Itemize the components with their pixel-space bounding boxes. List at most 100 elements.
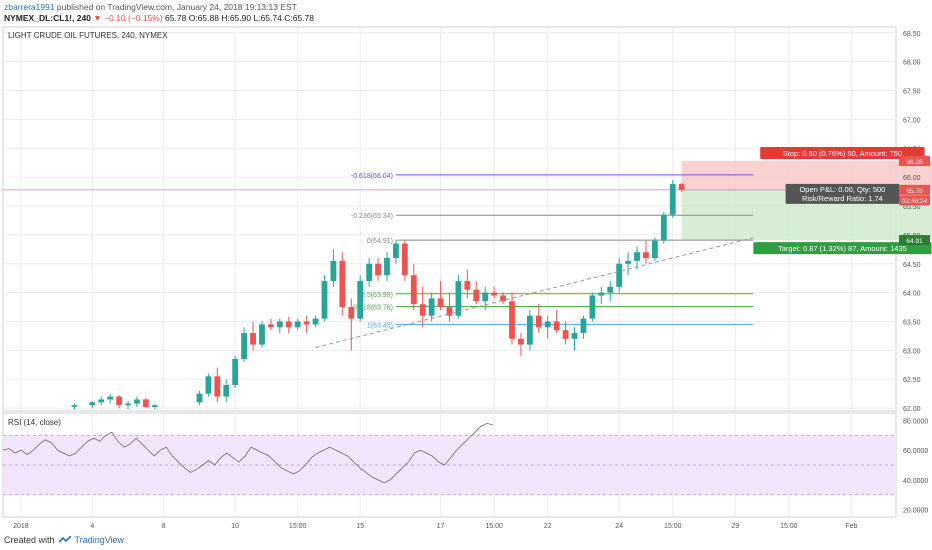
last-price: 65.78 xyxy=(165,13,187,23)
time-tick: 29 xyxy=(731,523,739,530)
candle xyxy=(151,403,158,410)
price-tag-bg xyxy=(899,235,930,246)
time-axis[interactable]: 2018 4 8 10 15:00 15 17 15:00 22 24 15:00 29 15:00 Fe… xyxy=(13,523,857,530)
rsi-tick: 80.0000 xyxy=(903,418,928,425)
candle xyxy=(116,395,122,409)
candle xyxy=(276,318,283,334)
price-tick: 64.00 xyxy=(903,291,921,298)
candle xyxy=(232,356,239,388)
candle xyxy=(544,315,551,339)
candle xyxy=(89,401,96,409)
time-tick: 10 xyxy=(231,523,239,530)
candle xyxy=(535,304,542,334)
quote-bar: NYMEX_DL:CL1!, 240 ▼ −0.10 (−0.15%) 65.7… xyxy=(4,13,314,24)
candle xyxy=(607,281,614,302)
candle xyxy=(473,281,480,305)
candle xyxy=(678,182,685,193)
author-link[interactable]: zbarrera1991 xyxy=(4,2,55,12)
target-label: Target: 0.87 (1.32%) 87, Amount: 1435 xyxy=(778,244,907,253)
candle xyxy=(339,252,346,316)
candle xyxy=(428,292,435,322)
time-tick: 8 xyxy=(162,523,166,530)
candle xyxy=(437,281,444,310)
tradingview-logo-icon xyxy=(58,536,71,543)
candle xyxy=(401,240,408,282)
price-tick: 64.50 xyxy=(903,262,921,269)
fib-retracement[interactable]: -0.618(66.04) -0.236(65.34) 0(64.91) 0.5(63… xyxy=(351,173,754,330)
high-value: H:65.90 xyxy=(221,13,252,23)
candle xyxy=(553,309,560,334)
candle xyxy=(259,321,265,348)
candle xyxy=(107,393,114,404)
trendline[interactable] xyxy=(315,237,754,348)
stop-label: Stop: 0.50 (0.76%) 50, Amount: 750 xyxy=(783,149,902,158)
price-axis[interactable]: 68.5068.0067.5067.0066.5066.0065.5065.00… xyxy=(903,31,928,515)
close-value: C:65.78 xyxy=(284,13,315,23)
candle xyxy=(348,298,355,351)
time-tick: 2018 xyxy=(13,523,29,530)
candle xyxy=(464,269,471,299)
candle xyxy=(125,401,131,410)
fib-level-label: -0.236(65.34) xyxy=(351,213,393,220)
price-tag: 02:46:24 xyxy=(902,198,928,205)
candle xyxy=(384,252,390,282)
price-change: ▼ −0.10 (−0.15%) xyxy=(93,13,163,23)
candle xyxy=(196,390,203,406)
time-tick: 22 xyxy=(544,523,552,530)
rsi-band xyxy=(3,434,896,496)
candle xyxy=(509,292,515,345)
price-tick: 63.50 xyxy=(903,319,921,326)
candle xyxy=(330,249,337,287)
pnl-box xyxy=(785,183,900,204)
candle xyxy=(589,292,596,322)
price-tick: 68.00 xyxy=(903,60,921,67)
candle xyxy=(294,318,301,331)
low-value: L:65.74 xyxy=(253,13,282,23)
fib-level-label: 1(63.45) xyxy=(367,322,393,329)
tradingview-brand[interactable]: TradingView xyxy=(74,535,125,545)
candle xyxy=(321,275,328,322)
candle xyxy=(267,318,274,331)
candle xyxy=(491,286,498,299)
price-tick: 68.50 xyxy=(903,31,921,38)
candle xyxy=(625,252,632,276)
candle xyxy=(518,333,524,357)
fib-level-label: 0.618(63.76) xyxy=(353,304,393,311)
candle xyxy=(223,379,230,403)
candle xyxy=(571,327,578,351)
candle xyxy=(651,237,658,261)
position-labels: Stop: 0.50 (0.76%) 50, Amount: 750 Target… xyxy=(753,146,932,255)
pnl-label: Open P&L: 0.00, Qty: 500 xyxy=(799,185,885,194)
trend-line[interactable] xyxy=(315,237,754,348)
rsi-tick: 40.0000 xyxy=(903,478,928,485)
fib-level-label: -0.618(66.04) xyxy=(351,173,393,180)
rsi-series xyxy=(2,422,494,484)
candle xyxy=(250,321,256,351)
rsi-line xyxy=(2,422,494,484)
price-tick: 62.00 xyxy=(903,406,921,413)
candle xyxy=(357,275,364,322)
candle xyxy=(241,327,248,362)
candles xyxy=(71,180,685,410)
price-chart[interactable]: -0.618(66.04) -0.236(65.34) 0(64.91) 0.5(63… xyxy=(0,24,932,534)
price-tag-bg xyxy=(899,155,930,166)
candle xyxy=(446,292,453,322)
time-tick: 17 xyxy=(437,523,445,530)
footer: Created with TradingView xyxy=(4,535,124,545)
candle xyxy=(643,240,649,264)
candle xyxy=(142,397,149,409)
candle xyxy=(214,367,221,403)
time-tick: 15:00 xyxy=(780,523,798,530)
time-tick: 4 xyxy=(90,523,94,530)
price-tag-bg xyxy=(899,184,930,195)
candle xyxy=(616,257,623,293)
candle xyxy=(375,257,381,282)
candle xyxy=(98,396,105,406)
candle xyxy=(71,403,78,410)
time-tick: 15:00 xyxy=(664,523,682,530)
rsi-tick: 60.0000 xyxy=(903,448,928,455)
time-tick: 15:00 xyxy=(289,523,307,530)
candle xyxy=(312,315,319,328)
price-tag: 65.78 xyxy=(906,188,923,195)
price-tag: 64.91 xyxy=(906,238,923,245)
